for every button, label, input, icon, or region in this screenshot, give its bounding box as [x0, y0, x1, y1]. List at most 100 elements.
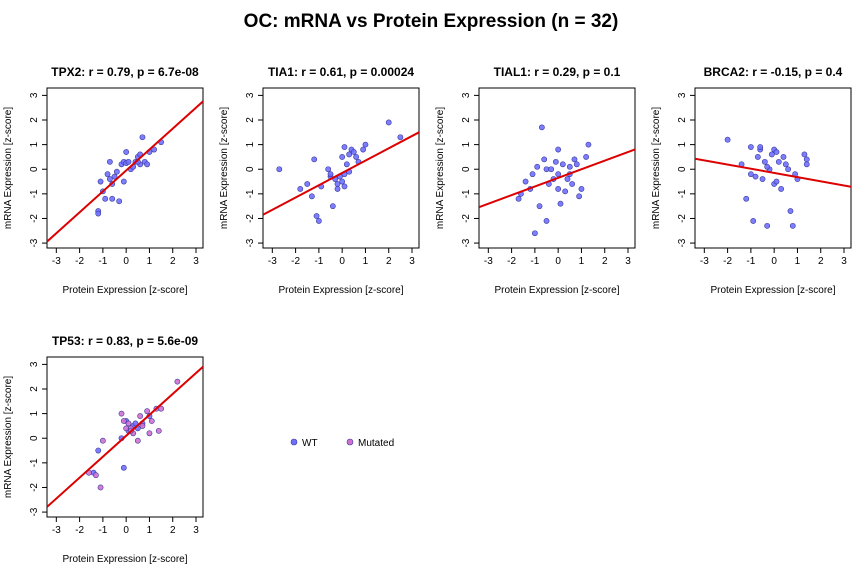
y-tick-label: 3 — [29, 92, 40, 98]
legend-marker — [290, 438, 298, 446]
data-point-wt — [536, 203, 543, 210]
panel-title: BRCA2: r = -0.15, p = 0.4 — [704, 65, 843, 79]
data-point-wt — [803, 156, 810, 163]
data-point-wt — [801, 151, 808, 158]
y-tick-label: 3 — [461, 92, 472, 98]
data-point-mutated — [144, 408, 151, 415]
plot-frame — [46, 356, 204, 518]
data-point-wt — [353, 154, 360, 160]
data-point-wt — [313, 213, 320, 219]
regression-line — [47, 100, 203, 243]
data-point-wt — [315, 218, 322, 224]
x-tick-label: -2 — [723, 256, 732, 267]
data-point-wt — [764, 163, 771, 170]
data-point-wt — [95, 210, 102, 217]
panel-title: TIA1: r = 0.61, p = 0.00024 — [268, 65, 414, 79]
data-point-wt — [803, 161, 810, 168]
panel-title: TP53: r = 0.83, p = 5.6e-09 — [52, 334, 198, 348]
data-point-mutated — [99, 437, 106, 444]
data-point-wt — [538, 124, 545, 131]
x-tick-label: 2 — [170, 256, 176, 267]
data-point-mutated — [134, 437, 141, 444]
data-point-wt — [787, 208, 794, 214]
data-point-wt — [559, 161, 566, 168]
data-point-wt — [385, 119, 392, 126]
x-tick-label: -2 — [507, 256, 516, 267]
plot-frame — [262, 87, 420, 249]
y-tick-label: 2 — [29, 386, 40, 392]
data-point-wt — [761, 158, 768, 165]
data-point-wt — [522, 178, 529, 185]
data-point-wt — [566, 163, 573, 170]
data-point-wt — [334, 186, 341, 192]
x-tick-label: -1 — [746, 256, 755, 267]
data-point-wt — [752, 173, 759, 180]
x-tick-label: -1 — [98, 256, 107, 267]
x-tick-label: 3 — [193, 525, 199, 536]
data-point-wt — [109, 195, 116, 202]
data-point-wt — [515, 195, 522, 202]
x-tick-label: 3 — [193, 256, 199, 267]
x-axis-label: Protein Expression [z-score] — [62, 554, 187, 565]
y-tick-label: -1 — [29, 189, 40, 198]
y-tick-label: 0 — [29, 166, 40, 172]
data-point-mutated — [146, 430, 153, 437]
data-point-wt — [341, 183, 348, 190]
x-tick-label: 3 — [409, 256, 415, 267]
y-tick-label: 1 — [29, 141, 40, 147]
y-tick-label: -2 — [29, 483, 40, 492]
data-point-wt — [773, 149, 780, 155]
regression-line — [695, 157, 851, 188]
data-point-wt — [782, 161, 789, 168]
data-point-wt — [120, 178, 127, 185]
data-point-wt — [329, 203, 336, 210]
x-tick-label: -1 — [314, 256, 323, 267]
y-axis-label: mRNA Expression [z-score] — [435, 107, 446, 229]
x-tick-label: -3 — [484, 256, 493, 267]
scatter-panel: TIA1: r = 0.61, p = 0.00024 -3 -2 -1 0 1 2 3 -3 -… — [219, 65, 420, 296]
data-point-wt — [747, 171, 754, 178]
y-tick-label: -3 — [461, 238, 472, 247]
data-point-wt — [341, 144, 348, 150]
panels: TPX2: r = 0.79, p = 6.7e-08 -3 -2 -1 0 1 2 3 -3 -… — [3, 65, 852, 565]
data-point-wt — [297, 186, 304, 192]
x-tick-label: 0 — [339, 256, 345, 267]
data-point-wt — [144, 161, 151, 168]
data-point-wt — [764, 222, 771, 229]
data-point-wt — [759, 176, 766, 182]
x-tick-label: 2 — [818, 256, 824, 267]
data-point-wt — [125, 158, 132, 165]
data-point-wt — [113, 168, 120, 175]
data-point-wt — [743, 195, 750, 202]
x-tick-label: 0 — [555, 256, 561, 267]
y-tick-label: -2 — [461, 214, 472, 223]
y-axis-label: mRNA Expression [z-score] — [651, 107, 662, 229]
data-point-mutated — [139, 423, 146, 429]
data-point-wt — [541, 156, 548, 163]
x-axis-label: Protein Expression [z-score] — [494, 285, 619, 296]
x-tick-label: -3 — [700, 256, 709, 267]
y-tick-label: -1 — [677, 189, 688, 198]
data-point-wt — [724, 136, 731, 143]
data-point-wt — [747, 144, 754, 150]
data-point-mutated — [148, 418, 155, 424]
y-tick-label: 1 — [677, 141, 688, 147]
data-point-wt — [775, 158, 782, 165]
data-point-wt — [750, 218, 757, 224]
y-tick-label: 2 — [677, 117, 688, 123]
data-point-wt — [778, 186, 785, 192]
data-point-wt — [102, 195, 109, 202]
data-point-wt — [768, 151, 775, 158]
data-point-wt — [151, 146, 158, 153]
y-tick-label: 2 — [29, 117, 40, 123]
data-point-mutated — [174, 378, 181, 385]
y-tick-label: -2 — [29, 214, 40, 223]
data-point-wt — [343, 161, 350, 168]
y-tick-label: -2 — [677, 214, 688, 223]
scatter-panel: BRCA2: r = -0.15, p = 0.4 -3 -2 -1 0 1 2 3 -3 -2 -… — [651, 65, 852, 296]
data-point-wt — [571, 156, 578, 163]
data-point-wt — [573, 161, 580, 168]
data-point-wt — [308, 193, 315, 200]
data-point-mutated — [92, 472, 99, 479]
